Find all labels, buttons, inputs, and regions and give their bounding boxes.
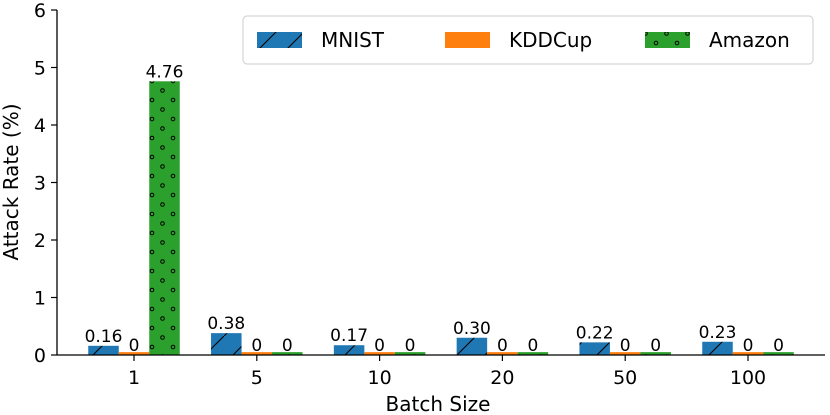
data-label-mnist-5: 0.38 [207, 314, 245, 334]
data-label-mnist-50: 0.22 [576, 323, 614, 343]
legend: MNIST KDDCup Amazon [242, 15, 814, 65]
legend-label-kddcup: KDDCup [509, 28, 592, 52]
y-tick-label: 4 [34, 115, 46, 137]
data-label-mnist-20: 0.30 [453, 319, 491, 339]
data-label-kddcup-1: 0 [129, 336, 140, 356]
legend-swatch-kddcup [445, 32, 490, 48]
data-label-kddcup-10: 0 [374, 336, 385, 356]
data-label-kddcup-100: 0 [743, 336, 754, 356]
y-tick-label: 0 [34, 345, 46, 367]
legend-label-mnist: MNIST [321, 28, 385, 52]
data-label-amazon-50: 0 [650, 336, 661, 356]
x-tick-label: 10 [368, 367, 392, 389]
y-tick-label: 1 [34, 288, 46, 310]
data-label-amazon-10: 0 [405, 336, 416, 356]
data-label-amazon-1: 4.76 [146, 62, 184, 82]
bar-mnist-5 [211, 333, 242, 355]
legend-swatch-mnist [257, 32, 302, 48]
y-tick-label: 6 [34, 0, 46, 22]
data-label-mnist-100: 0.23 [699, 323, 737, 343]
bar-amazon-50 [640, 352, 671, 355]
data-label-kddcup-5: 0 [251, 336, 262, 356]
bar-kddcup-10 [364, 352, 395, 355]
x-tick-label: 1 [128, 367, 140, 389]
data-label-kddcup-20: 0 [497, 336, 508, 356]
bar-mnist-10 [333, 345, 365, 355]
x-axis-ticks: 1 5 10 20 50 100 [128, 355, 766, 389]
x-tick-label: 50 [613, 367, 637, 389]
bar-mnist-50 [579, 342, 610, 355]
data-labels: 0.16 04.760.380 0 0.17 0 00.300 00.220 00.230 0 [85, 62, 784, 356]
x-tick-label: 5 [251, 367, 263, 389]
y-tick-label: 2 [34, 230, 46, 252]
bar-kddcup-100 [732, 352, 764, 355]
bar-mnist-20 [456, 337, 488, 355]
data-label-kddcup-50: 0 [620, 336, 631, 356]
data-label-mnist-10: 0.17 [330, 326, 368, 346]
legend-frame [242, 15, 814, 65]
x-axis-title: Batch Size [386, 392, 491, 415]
legend-label-amazon: Amazon [709, 28, 790, 52]
bar-amazon-100 [763, 352, 794, 355]
bars-group [88, 81, 794, 356]
x-tick-label: 20 [490, 367, 514, 389]
bar-kddcup-5 [241, 352, 273, 355]
bar-mnist-1 [88, 345, 119, 355]
bar-kddcup-20 [487, 352, 518, 355]
y-axis-title: Attack Rate (%) [0, 103, 23, 260]
bar-amazon-20 [517, 352, 549, 355]
data-label-amazon-100: 0 [773, 336, 784, 356]
data-label-amazon-20: 0 [527, 336, 538, 356]
bar-kddcup-50 [609, 352, 641, 355]
bar-kddcup-1 [118, 352, 150, 355]
data-label-amazon-5: 0 [282, 336, 293, 356]
data-label-mnist-1: 0.16 [85, 327, 123, 347]
bar-amazon-10 [394, 352, 426, 355]
bar-mnist-100 [702, 341, 733, 355]
y-tick-label: 3 [34, 173, 46, 195]
y-axis-ticks: 0 1 2 3 4 5 6 [34, 0, 57, 367]
x-tick-label: 100 [730, 367, 766, 389]
legend-swatch-amazon [645, 32, 690, 48]
y-tick-label: 5 [34, 58, 46, 80]
bar-amazon-1 [149, 81, 180, 356]
bar-amazon-5 [272, 352, 303, 355]
